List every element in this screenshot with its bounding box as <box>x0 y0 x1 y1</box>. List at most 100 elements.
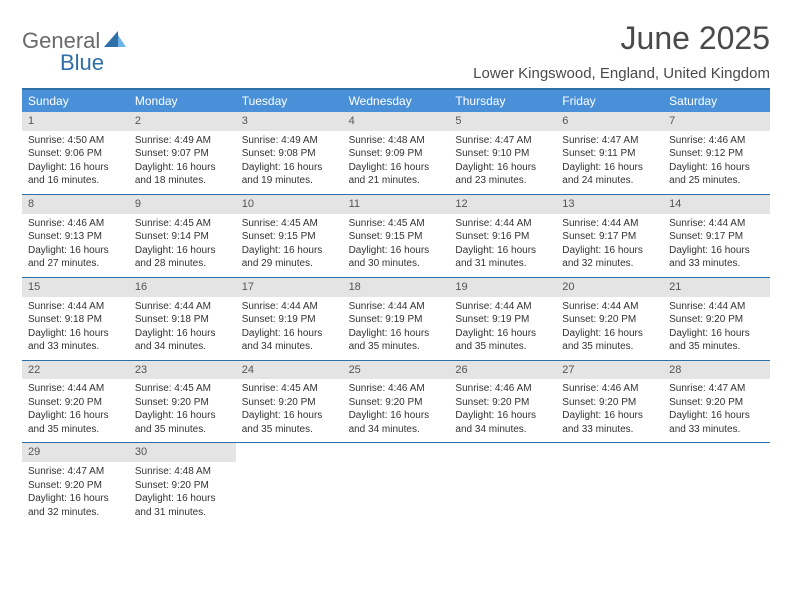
calendar-cell: 8Sunrise: 4:46 AMSunset: 9:13 PMDaylight… <box>22 195 129 277</box>
day-number: 5 <box>449 112 556 131</box>
sunrise-text: Sunrise: 4:48 AM <box>135 465 230 479</box>
day-header: Thursday <box>449 90 556 112</box>
calendar-cell: 7Sunrise: 4:46 AMSunset: 9:12 PMDaylight… <box>663 112 770 194</box>
day2-text: and 34 minutes. <box>455 423 550 437</box>
day2-text: and 31 minutes. <box>455 257 550 271</box>
day2-text: and 21 minutes. <box>349 174 444 188</box>
day2-text: and 33 minutes. <box>669 257 764 271</box>
day1-text: Daylight: 16 hours <box>455 409 550 423</box>
day1-text: Daylight: 16 hours <box>349 409 444 423</box>
day1-text: Daylight: 16 hours <box>242 409 337 423</box>
sunset-text: Sunset: 9:20 PM <box>242 396 337 410</box>
day2-text: and 27 minutes. <box>28 257 123 271</box>
sunrise-text: Sunrise: 4:46 AM <box>349 382 444 396</box>
day2-text: and 32 minutes. <box>562 257 657 271</box>
day-number: 14 <box>663 195 770 214</box>
day1-text: Daylight: 16 hours <box>28 492 123 506</box>
day1-text: Daylight: 16 hours <box>135 492 230 506</box>
calendar-week: 15Sunrise: 4:44 AMSunset: 9:18 PMDayligh… <box>22 278 770 361</box>
sunset-text: Sunset: 9:20 PM <box>669 396 764 410</box>
sunrise-text: Sunrise: 4:49 AM <box>135 134 230 148</box>
day1-text: Daylight: 16 hours <box>242 244 337 258</box>
sunrise-text: Sunrise: 4:44 AM <box>669 300 764 314</box>
sunset-text: Sunset: 9:10 PM <box>455 147 550 161</box>
day-number: 25 <box>343 361 450 380</box>
calendar-cell: 6Sunrise: 4:47 AMSunset: 9:11 PMDaylight… <box>556 112 663 194</box>
sunrise-text: Sunrise: 4:47 AM <box>562 134 657 148</box>
calendar-cell: 27Sunrise: 4:46 AMSunset: 9:20 PMDayligh… <box>556 361 663 443</box>
sunset-text: Sunset: 9:06 PM <box>28 147 123 161</box>
calendar-week: 1 Sunrise: 4:50 AMSunset: 9:06 PM Daylight… <box>22 112 770 195</box>
calendar-cell: 18Sunrise: 4:44 AMSunset: 9:19 PMDayligh… <box>343 278 450 360</box>
calendar-cell: 24Sunrise: 4:45 AMSunset: 9:20 PMDayligh… <box>236 361 343 443</box>
sunset-text: Sunset: 9:20 PM <box>349 396 444 410</box>
day-number: 27 <box>556 361 663 380</box>
calendar-cell <box>556 443 663 525</box>
sunrise-text: Sunrise: 4:45 AM <box>135 217 230 231</box>
day2-text: and 35 minutes. <box>669 340 764 354</box>
day2-text: and 35 minutes. <box>28 423 123 437</box>
sunset-text: Sunset: 9:07 PM <box>135 147 230 161</box>
calendar-cell: 21Sunrise: 4:44 AMSunset: 9:20 PMDayligh… <box>663 278 770 360</box>
calendar-cell: 1Sunrise: 4:50 AMSunset: 9:06 PMDaylight… <box>22 112 129 194</box>
day-number: 7 <box>663 112 770 131</box>
day1-text: Daylight: 16 hours <box>669 409 764 423</box>
day2-text: and 25 minutes. <box>669 174 764 188</box>
sunset-text: Sunset: 9:14 PM <box>135 230 230 244</box>
day2-text: and 29 minutes. <box>242 257 337 271</box>
calendar-cell: 16Sunrise: 4:44 AMSunset: 9:18 PMDayligh… <box>129 278 236 360</box>
day1-text: Daylight: 16 hours <box>135 409 230 423</box>
day-number: 3 <box>236 112 343 131</box>
calendar-week: 8Sunrise: 4:46 AMSunset: 9:13 PMDaylight… <box>22 195 770 278</box>
sunrise-text: Sunrise: 4:44 AM <box>242 300 337 314</box>
sunrise-text: Sunrise: 4:45 AM <box>135 382 230 396</box>
sunrise-text: Sunrise: 4:46 AM <box>669 134 764 148</box>
sunset-text: Sunset: 9:20 PM <box>669 313 764 327</box>
day2-text: and 34 minutes. <box>135 340 230 354</box>
day1-text: Daylight: 16 hours <box>455 327 550 341</box>
day-number: 29 <box>22 443 129 462</box>
sunrise-text: Sunrise: 4:44 AM <box>562 300 657 314</box>
day-number: 1 <box>22 112 129 131</box>
day-number: 8 <box>22 195 129 214</box>
calendar-cell: 28 Sunrise: 4:47 AMSunset: 9:20 PMDayligh… <box>663 361 770 443</box>
sunset-text: Sunset: 9:16 PM <box>455 230 550 244</box>
day-number: 12 <box>449 195 556 214</box>
day1-text: Daylight: 16 hours <box>562 327 657 341</box>
sunrise-text: Sunrise: 4:44 AM <box>349 300 444 314</box>
sunrise-text: Sunrise: 4:44 AM <box>455 300 550 314</box>
sunrise-text: Sunrise: 4:45 AM <box>242 382 337 396</box>
sunset-text: Sunset: 9:15 PM <box>242 230 337 244</box>
day1-text: Daylight: 16 hours <box>669 161 764 175</box>
day-number: 9 <box>129 195 236 214</box>
day-header: Monday <box>129 90 236 112</box>
day-number: 11 <box>343 195 450 214</box>
logo: General Blue <box>22 20 132 76</box>
day2-text: and 35 minutes. <box>562 340 657 354</box>
calendar-cell: 29Sunrise: 4:47 AMSunset: 9:20 PMDayligh… <box>22 443 129 525</box>
calendar-cell: 5Sunrise: 4:47 AMSunset: 9:10 PMDaylight… <box>449 112 556 194</box>
day-number: 18 <box>343 278 450 297</box>
sunrise-text: Sunrise: 4:44 AM <box>28 382 123 396</box>
sunrise-text: Sunrise: 4:47 AM <box>669 382 764 396</box>
day-number: 28 <box>663 361 770 380</box>
header: General Blue June 2025 Lower Kingswood, … <box>22 20 770 82</box>
day-number: 23 <box>129 361 236 380</box>
day1-text: Daylight: 16 hours <box>349 161 444 175</box>
calendar-cell: 26Sunrise: 4:46 AMSunset: 9:20 PMDayligh… <box>449 361 556 443</box>
day1-text: Daylight: 16 hours <box>242 161 337 175</box>
calendar: Sunday Monday Tuesday Wednesday Thursday… <box>22 88 770 525</box>
day2-text: and 30 minutes. <box>349 257 444 271</box>
calendar-cell: 14Sunrise: 4:44 AMSunset: 9:17 PMDayligh… <box>663 195 770 277</box>
day2-text: and 24 minutes. <box>562 174 657 188</box>
sunset-text: Sunset: 9:19 PM <box>349 313 444 327</box>
day1-text: Daylight: 16 hours <box>562 409 657 423</box>
calendar-cell: 2Sunrise: 4:49 AMSunset: 9:07 PMDaylight… <box>129 112 236 194</box>
sunset-text: Sunset: 9:20 PM <box>562 396 657 410</box>
day1-text: Daylight: 16 hours <box>135 161 230 175</box>
day-header: Friday <box>556 90 663 112</box>
sunrise-text: Sunrise: 4:50 AM <box>28 134 123 148</box>
day2-text: and 34 minutes. <box>349 423 444 437</box>
day1-text: Daylight: 16 hours <box>669 327 764 341</box>
sunset-text: Sunset: 9:19 PM <box>455 313 550 327</box>
